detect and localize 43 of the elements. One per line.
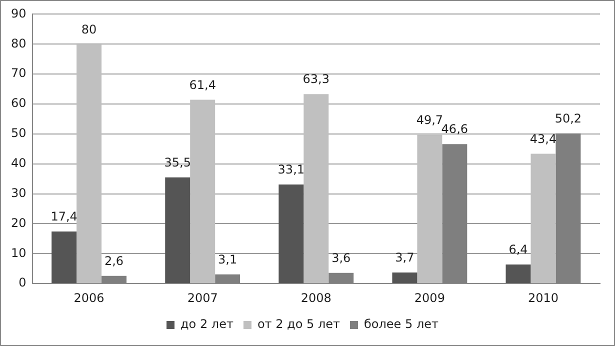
bar (76, 44, 102, 284)
data-label: 3,6 (332, 250, 351, 265)
legend-label: более 5 лет (364, 317, 438, 332)
data-label: 50,2 (554, 111, 582, 126)
bar (506, 264, 531, 284)
bar (52, 232, 77, 284)
data-label: 35,5 (164, 155, 191, 170)
data-label: 63,3 (302, 72, 330, 86)
x-tick-label: 2008 (300, 290, 332, 305)
data-label: 49,7 (416, 112, 444, 127)
x-tick-label: 2010 (528, 290, 558, 305)
y-tick-label: 60 (10, 96, 26, 110)
bar (190, 100, 216, 284)
data-label: 46,6 (441, 122, 468, 136)
y-tick-label: 0 (18, 276, 26, 290)
x-tick-label: 2006 (74, 290, 104, 305)
y-tick-label: 90 (10, 6, 26, 20)
bar (165, 177, 190, 284)
y-tick-label: 50 (10, 126, 26, 140)
data-label: 17,4 (50, 210, 78, 224)
y-tick-label: 80 (10, 36, 26, 50)
legend-label: до 2 лет (180, 317, 234, 332)
y-tick-label: 10 (10, 246, 26, 260)
bar (417, 134, 442, 284)
bar (392, 272, 418, 284)
data-label: 43,4 (530, 132, 557, 146)
bar (304, 94, 329, 284)
legend-label: от 2 до 5 лет (257, 317, 340, 332)
x-tick-label: 2009 (414, 290, 445, 305)
data-label: 2,6 (104, 254, 124, 268)
data-label: 6,4 (508, 242, 528, 257)
y-tick-label: 70 (10, 66, 26, 80)
data-label: 61,4 (189, 78, 216, 92)
data-label: 33,1 (278, 162, 305, 177)
x-tick-label: 2007 (187, 290, 218, 305)
data-label: 3,1 (218, 252, 238, 266)
y-tick-label: 20 (10, 216, 26, 230)
y-tick-label: 30 (10, 186, 26, 200)
y-tick-label: 40 (10, 156, 26, 170)
data-label: 80 (81, 22, 97, 36)
bar (530, 154, 556, 284)
bar (278, 184, 304, 284)
data-label: 3,7 (395, 250, 414, 265)
